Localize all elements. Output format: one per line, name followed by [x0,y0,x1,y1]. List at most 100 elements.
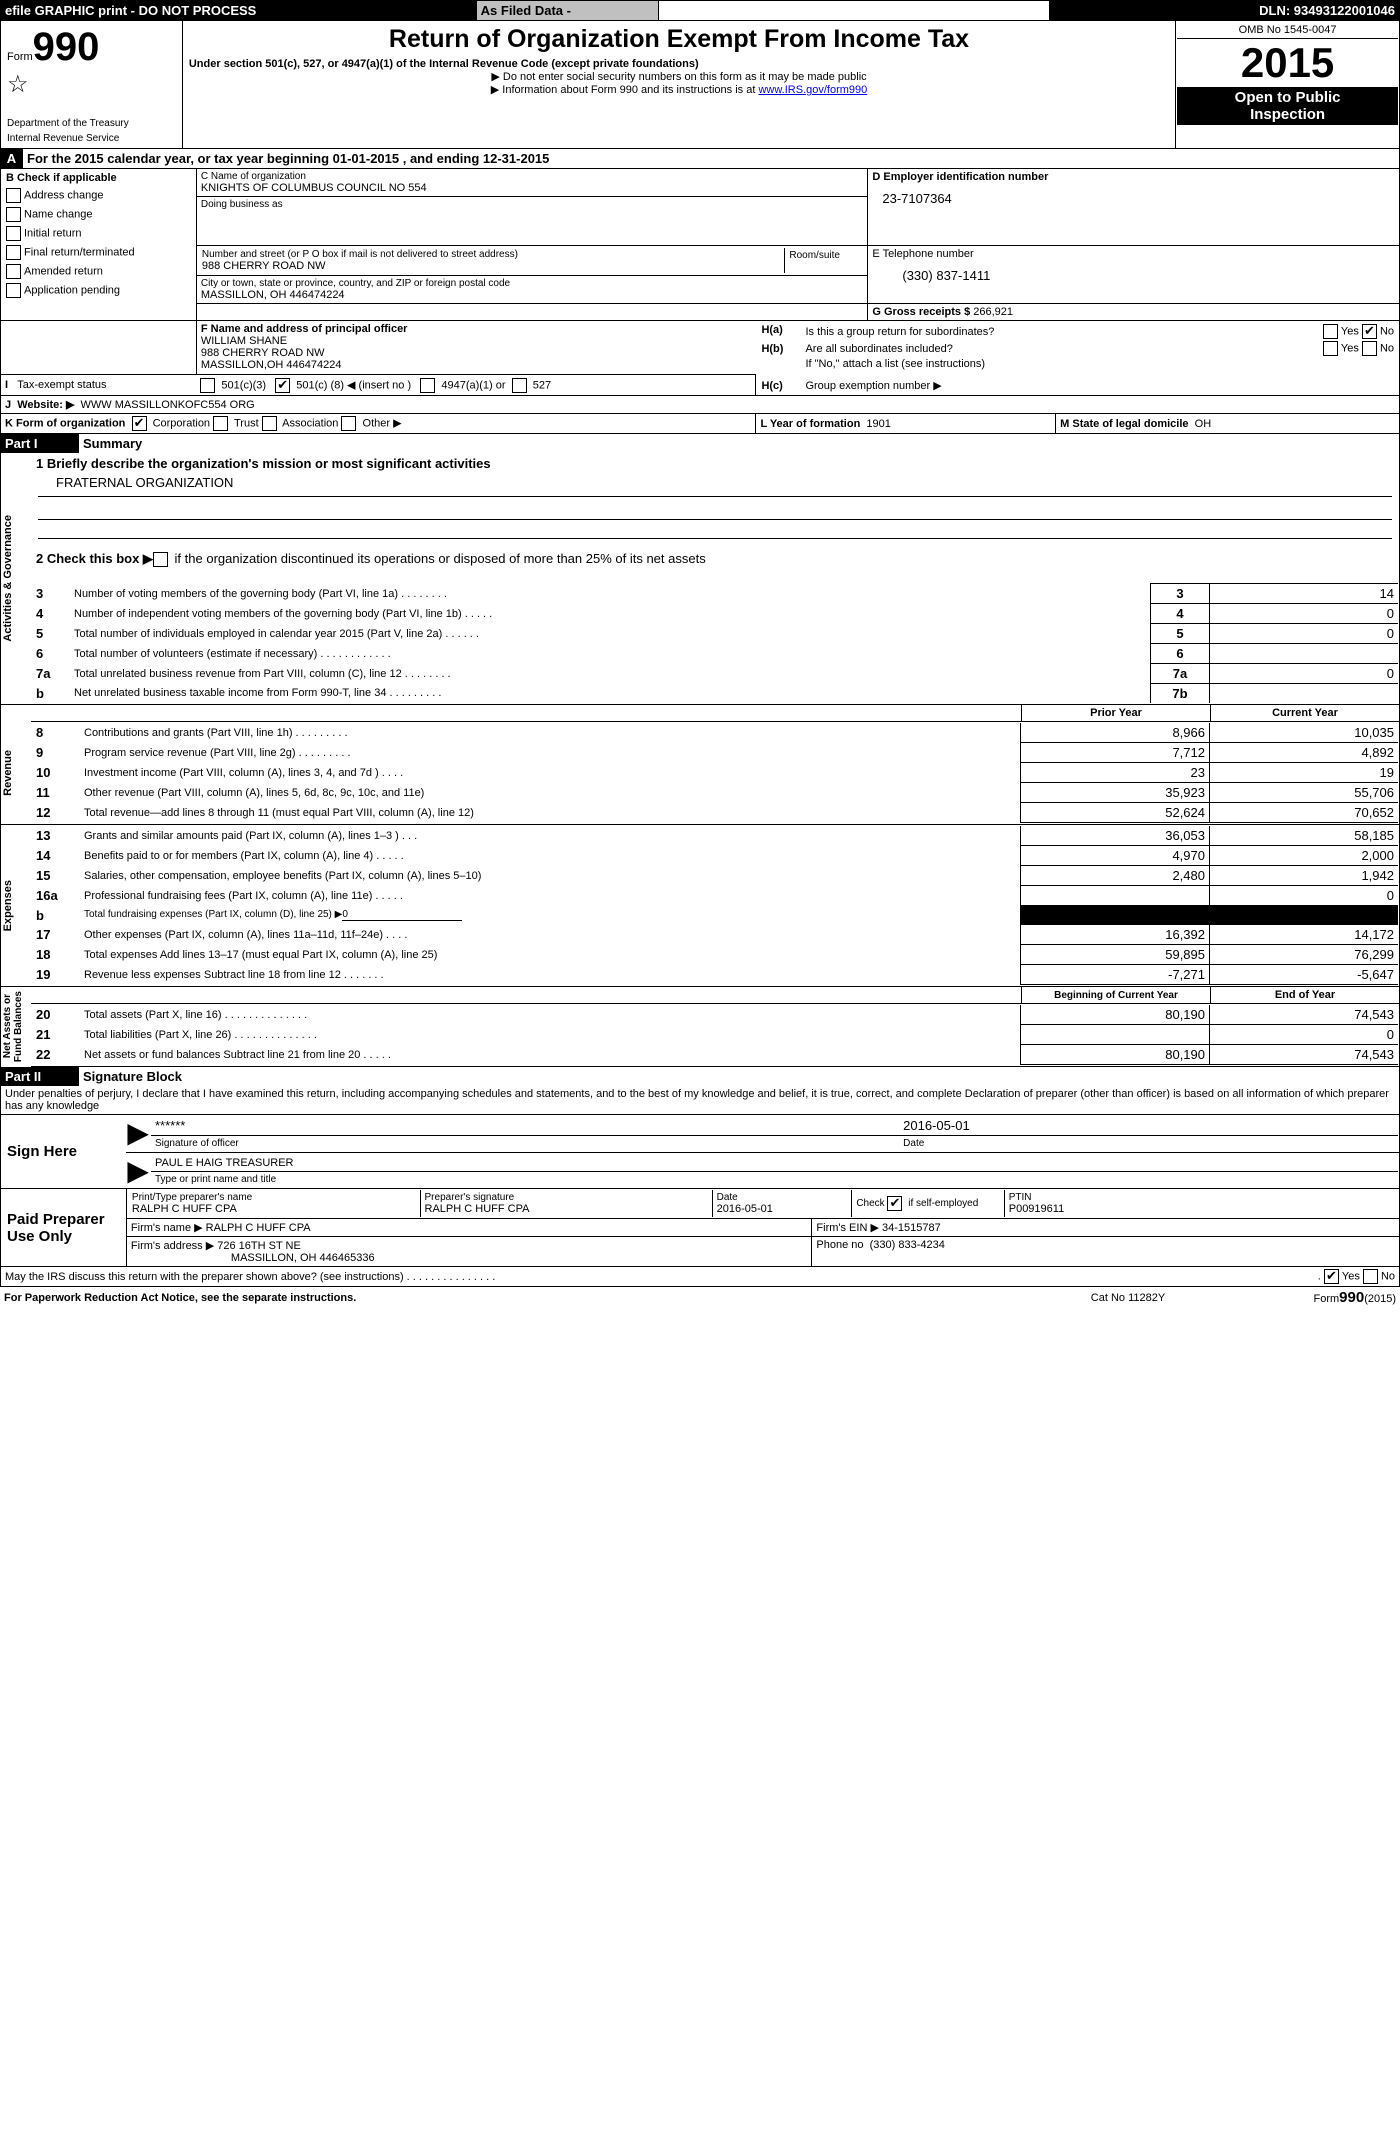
hc-text: Group exemption number ▶ [804,371,1395,393]
line-text: Total unrelated business revenue from Pa… [70,664,1151,684]
line2: 2 Check this box ▶ if the organization d… [32,549,1398,569]
line-num: 6 [32,644,70,664]
ha-text: Is this a group return for subordinates? [804,323,1263,340]
curr-value: 4,892 [1210,743,1399,763]
prior-value [1021,1025,1210,1045]
firm-ein: 34-1515787 [882,1222,941,1234]
website-value: WWW MASSILLONKOFC554 ORG [81,399,255,411]
topbar-mid: As Filed Data - [476,1,658,21]
line-num: b [32,906,80,925]
firm-city: MASSILLON, OH 446465336 [131,1252,808,1264]
hb-no-box[interactable] [1362,341,1377,356]
chk-501c3[interactable] [200,378,215,393]
chk-assoc[interactable] [262,416,277,431]
hb-yes-box[interactable] [1323,341,1338,356]
line-text: Total assets (Part X, line 16) . . . . .… [80,1005,1021,1025]
curr-value: 1,942 [1210,866,1399,886]
line-text: Total expenses Add lines 13–17 (must equ… [80,945,1021,965]
chk-discuss-no[interactable] [1363,1269,1378,1284]
officer-name-title: PAUL E HAIG TREASURER [151,1155,1398,1172]
line1-label: 1 Briefly describe the organization's mi… [32,454,1398,473]
line-text: Number of voting members of the governin… [70,584,1151,604]
footer-right: Form990(2015) [1232,1287,1400,1308]
chk-trust[interactable] [213,416,228,431]
ein-label: D Employer identification number [872,171,1395,183]
irs-link[interactable]: www.IRS.gov/form990 [758,84,867,96]
line-num: 13 [32,826,80,846]
perjury-text: Under penalties of perjury, I declare th… [0,1086,1400,1115]
hc-label: H(c) [760,371,804,393]
ein-value: 23-7107364 [872,183,1395,206]
curr-value: 74,543 [1210,1045,1399,1065]
line-text: Total liabilities (Part X, line 26) . . … [80,1025,1021,1045]
line-text: Program service revenue (Part VIII, line… [80,743,1021,763]
footer-left: For Paperwork Reduction Act Notice, see … [0,1287,1024,1308]
state-value: OH [1195,418,1212,430]
chk-self-employed[interactable]: ✔ [887,1196,902,1211]
sig-stars: ****** [151,1116,899,1136]
line-value [1210,684,1399,704]
curr-value: 0 [1210,1025,1399,1045]
chk-other[interactable] [341,416,356,431]
dba-label: Doing business as [201,199,864,210]
chk-501c[interactable]: ✔ [275,378,290,393]
org-name: KNIGHTS OF COLUMBUS COUNCIL NO 554 [201,182,864,194]
open-to-public: Open to Public Inspection [1177,87,1398,125]
chk-name-change: Name change [2,205,195,224]
officer-name-label: Type or print name and title [151,1172,1398,1187]
name-label: C Name of organization [201,171,864,182]
curr-value: 55,706 [1210,783,1399,803]
sig-label: Signature of officer [151,1136,899,1152]
prep-sig-label: Preparer's signature [425,1192,708,1203]
line-value: 14 [1210,584,1399,604]
line-num: 9 [32,743,80,763]
section-A: A [1,149,23,169]
self-employed: Check ✔ if self-employed [852,1190,1004,1217]
line-num: b [32,684,70,704]
line-num: 19 [32,965,80,985]
line-text: Total number of individuals employed in … [70,624,1151,644]
line-num: 10 [32,763,80,783]
line-code: 3 [1151,584,1210,604]
line-num: 18 [32,945,80,965]
prior-value: 2,480 [1021,866,1210,886]
line-text: Benefits paid to or for members (Part IX… [80,846,1021,866]
state-label: M State of legal domicile [1060,418,1188,430]
curr-value: 19 [1210,763,1399,783]
chk-4947[interactable] [420,378,435,393]
line-num: 12 [32,803,80,823]
topbar-right: DLN: 93493122001046 [1050,1,1400,21]
line-value: 0 [1210,624,1399,644]
part2-title: Signature Block [79,1067,1400,1086]
hb-label: H(b) [760,340,804,357]
chk-discuss-yes[interactable]: ✔ [1324,1269,1339,1284]
chk-pending: Application pending [2,281,195,300]
chk-527[interactable] [512,378,527,393]
phone-label: E Telephone number [872,248,1395,260]
curr-value: 0 [1210,886,1399,906]
ha-no-box[interactable]: ✔ [1362,324,1377,339]
line-text: Total number of volunteers (estimate if … [70,644,1151,664]
line-text: Contributions and grants (Part VIII, lin… [80,723,1021,743]
ha-yes-box[interactable] [1323,324,1338,339]
prior-value: 16,392 [1021,925,1210,945]
tax-year-line: For the 2015 calendar year, or tax year … [23,149,1400,169]
part2-header: Part II [1,1067,80,1086]
officer-label: F Name and address of principal officer [201,323,408,335]
ptin-label: PTIN [1009,1192,1394,1203]
line-num: 11 [32,783,80,803]
line-code: 6 [1151,644,1210,664]
chk-discontinued[interactable] [153,552,168,567]
line-num: 8 [32,723,80,743]
section-K: K Form of organization [5,417,125,429]
firm-name-label: Firm's name ▶ [131,1222,203,1234]
blk-curr [1210,906,1399,925]
gross-label: G Gross receipts $ [872,306,970,318]
ha-label: H(a) [760,323,804,340]
curr-value: 58,185 [1210,826,1399,846]
paid-preparer-label: Paid Preparer Use Only [1,1189,127,1267]
prep-sig: RALPH C HUFF CPA [425,1203,708,1215]
chk-corp[interactable]: ✔ [132,416,147,431]
sig-date: 2016-05-01 [899,1116,1398,1136]
prior-value: 59,895 [1021,945,1210,965]
